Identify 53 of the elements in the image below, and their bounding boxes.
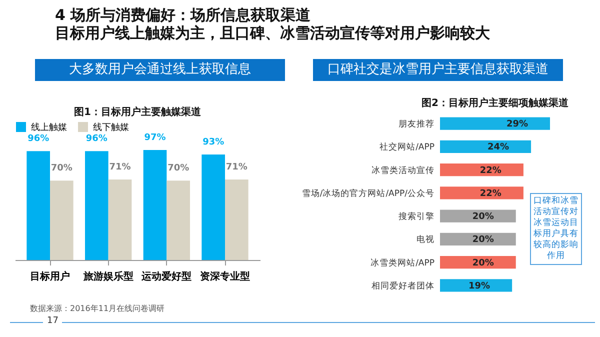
data-label: 20% <box>472 235 494 246</box>
bar <box>440 140 532 154</box>
x-tick-label: 旅游娱乐型 <box>82 270 134 282</box>
data-label: 96% <box>28 134 50 144</box>
data-label: 22% <box>480 166 502 176</box>
text: 目标用户线上触媒为主，且口碑、冰雪活动宣传等对用户影响较大 <box>55 24 490 43</box>
y-tick-label: 搜索引擎 <box>398 211 434 222</box>
bar <box>26 151 50 260</box>
data-label: 71% <box>226 162 248 172</box>
y-tick-label: 雪场/冰场的官方网站/APP/公众号 <box>302 188 434 199</box>
data-label: 96% <box>86 134 108 144</box>
x-tick-label: 目标用户 <box>30 270 70 282</box>
bar <box>440 210 516 222</box>
bar <box>50 180 74 260</box>
chart-title: 图1：目标用户主要触媒渠道 <box>74 106 202 118</box>
text: 4 场所与消费偏好：场所信息获取渠道 <box>55 6 311 24</box>
bar <box>440 163 524 176</box>
text: 大多数用户会通过线上获取信息 <box>35 59 285 81</box>
data-label: 20% <box>472 258 494 268</box>
data-label: 19% <box>468 281 490 292</box>
y-tick-label: 电视 <box>416 234 434 246</box>
y-tick-label: 朋友推荐 <box>398 118 434 130</box>
chart-title: 图2：目标用户主要细项触媒渠道 <box>422 97 570 109</box>
data-label: 70% <box>168 164 190 174</box>
bar <box>225 179 248 260</box>
y-tick-label: 冰雪类活动宣传 <box>372 164 434 176</box>
y-tick-label: 冰雪类网站/APP <box>370 257 434 268</box>
bar <box>108 179 132 260</box>
annotation: 口碑和冰雪活动宣传对冰雪运动目标用户具有较高的影响作用 <box>530 193 582 265</box>
data-label: 24% <box>487 142 510 153</box>
legend-label: 线上触媒 <box>31 122 67 133</box>
data-label: 29% <box>506 120 528 130</box>
x-tick-label: 运动爱好型 <box>140 270 192 282</box>
data-label: 70% <box>50 164 72 174</box>
bar <box>440 279 512 292</box>
bar <box>143 150 167 260</box>
bar <box>85 151 108 260</box>
source-note: 数据来源：2016年11月在线问卷调研 <box>30 303 165 314</box>
data-label: 97% <box>144 133 166 143</box>
legend-label: 线下触媒 <box>93 122 129 133</box>
text: 17 <box>43 316 62 326</box>
data-label: 22% <box>480 188 502 199</box>
bar <box>440 186 524 200</box>
data-label: 93% <box>202 138 224 148</box>
bar <box>202 154 225 260</box>
text: 口碑社交是冰雪用户主要信息获取渠道 <box>313 59 563 81</box>
bar <box>166 180 190 260</box>
bar <box>440 117 550 130</box>
x-tick-label: 资深专业型 <box>200 270 250 282</box>
y-tick-label: 相同爱好者团体 <box>372 280 434 292</box>
data-label: 71% <box>109 162 131 172</box>
data-label: 20% <box>472 212 494 222</box>
y-tick-label: 社交网站/APP <box>380 142 434 153</box>
